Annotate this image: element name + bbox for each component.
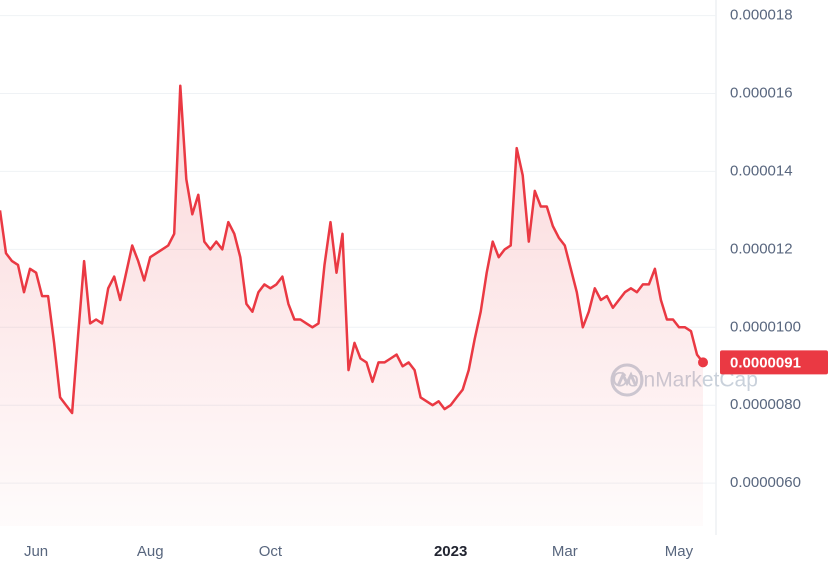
y-tick-label: 0.000014	[730, 162, 793, 179]
y-tick-label: 0.000012	[730, 240, 793, 257]
x-tick-label: Jun	[24, 543, 48, 560]
x-tick-label: Oct	[259, 543, 283, 560]
y-tick-label: 0.0000100	[730, 318, 801, 335]
x-tick-label: 2023	[434, 543, 467, 560]
y-tick-label: 0.0000060	[730, 474, 801, 491]
x-tick-label: May	[665, 543, 694, 560]
last-point	[698, 357, 708, 368]
price-tag	[720, 350, 828, 375]
price-tag-label: 0.0000091	[730, 354, 801, 371]
x-tick-label: Aug	[137, 543, 164, 560]
x-tick-label: Mar	[552, 543, 578, 560]
y-tick-label: 0.000018	[730, 7, 793, 24]
line	[0, 84, 704, 415]
y-tick-label: 0.0000080	[730, 396, 801, 413]
y-tick-label: 0.000016	[730, 84, 793, 101]
area	[0, 85, 703, 526]
